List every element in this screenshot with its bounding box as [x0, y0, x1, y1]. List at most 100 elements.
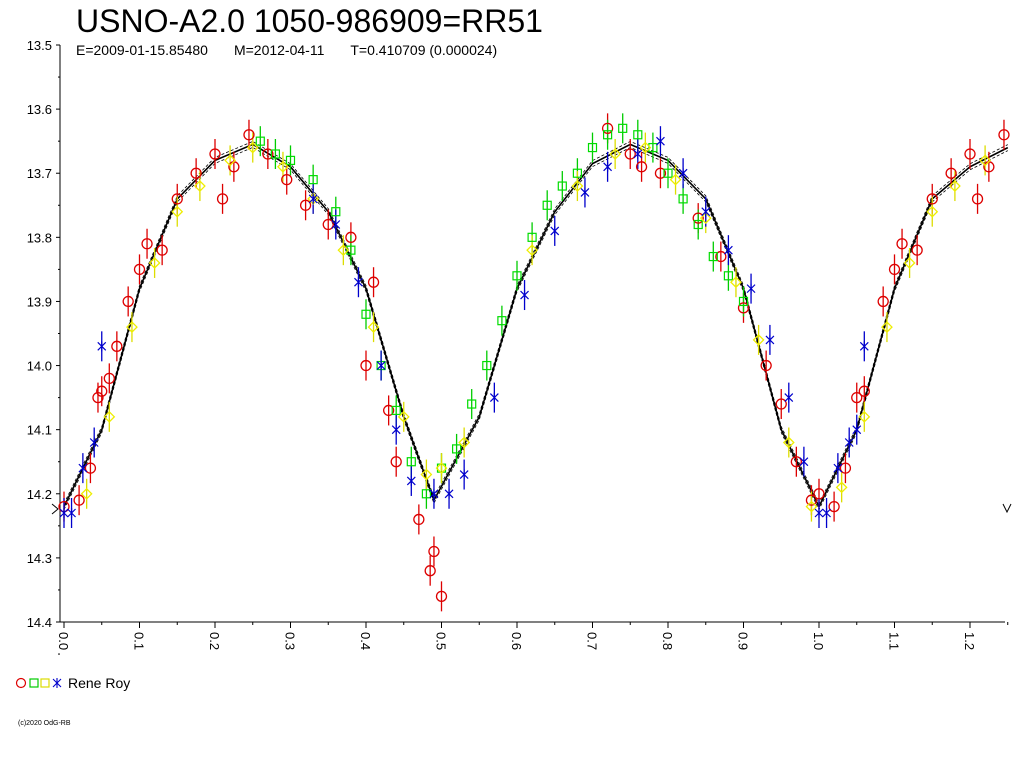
- yellow-diamond-point: [337, 244, 350, 257]
- x-tick-label: 0.6: [509, 632, 524, 650]
- red-circle-point: [839, 462, 852, 474]
- green-square-point: [361, 309, 371, 319]
- green-square-point: [512, 271, 522, 281]
- red-circle-point: [73, 494, 85, 506]
- red-circle-point: [926, 193, 938, 205]
- green-square-point: [467, 399, 477, 409]
- red-circle-point: [964, 148, 976, 160]
- red-circle-point: [382, 404, 395, 417]
- green-square-point: [391, 405, 401, 416]
- x-tick-label: 1.0: [811, 632, 826, 650]
- green-square-point: [497, 316, 507, 326]
- yellow-diamond-point: [782, 436, 795, 449]
- red-circle-point: [858, 385, 870, 397]
- red-circle-point: [624, 148, 636, 160]
- yellow-diamond-point: [458, 436, 471, 449]
- chart-axes: 13.5 13.6 13.7 13.8 13.9 14.0 14.1 14.2 14.3 14.4…: [27, 38, 1012, 655]
- blue-star-point: [580, 187, 590, 198]
- yellow-diamond-point: [571, 180, 584, 192]
- x-tick-label: 0.0: [56, 632, 71, 650]
- y-tick-label: 14.1: [27, 423, 52, 438]
- green-square-point: [557, 181, 567, 191]
- red-circle-point: [896, 238, 908, 250]
- green-square-point: [663, 168, 673, 178]
- blue-star-point: [376, 360, 386, 371]
- blue-star-point: [67, 508, 76, 519]
- red-circle-point: [171, 193, 183, 205]
- x-tick-label: 0.5: [434, 632, 449, 650]
- period-label: T=0.410709 (0.000024): [350, 42, 498, 58]
- red-circle-point: [92, 391, 104, 404]
- yellow-diamond-point: [835, 481, 848, 494]
- red-circle-point: [141, 238, 153, 250]
- red-circle-point: [692, 212, 704, 224]
- blue-star-point: [59, 508, 69, 519]
- yellow-diamond-point: [699, 212, 712, 225]
- blue-star-point: [746, 283, 756, 294]
- yellow-diamond-point: [979, 154, 992, 167]
- red-circle-point: [737, 302, 750, 314]
- yellow-diamond-point: [526, 244, 539, 257]
- green-square-point: [308, 175, 318, 185]
- yellow-diamond-point: [277, 160, 289, 173]
- light-curve-chart: 13.5 13.6 13.7 13.8 13.9 14.0 14.1 14.2 14.3 14.4…: [27, 38, 1012, 655]
- chart-subtitle: E=2009-01-15.85480 M=2012-04-11 T=0.410709…: [76, 41, 523, 59]
- fit-curve-layer: [63, 140, 1009, 511]
- y-tick-label: 14.3: [27, 551, 52, 566]
- yellow-diamond-point: [435, 462, 448, 475]
- green-square-point: [708, 251, 718, 262]
- red-circle-point: [281, 173, 293, 186]
- yellow-diamond-point: [948, 180, 961, 192]
- fit-curve: [63, 140, 1008, 505]
- yellow-diamond-point: [730, 276, 742, 289]
- y-tick-label: 13.6: [27, 102, 52, 117]
- red-circle-point: [635, 161, 648, 173]
- red-circle-point: [96, 385, 108, 397]
- red-circle-point: [243, 129, 255, 141]
- green-square-point: [678, 194, 688, 204]
- blue-star-point: [308, 193, 318, 204]
- red-circle-point: [435, 590, 448, 603]
- red-circle-point: [122, 295, 134, 308]
- blue-star-point: [391, 424, 401, 435]
- green-square-point: [602, 130, 613, 140]
- green-square-point: [527, 232, 537, 242]
- right-marker-icon: [1002, 503, 1012, 514]
- red-circle-point: [367, 276, 380, 288]
- x-tick-label: 0.1: [132, 632, 147, 650]
- green-square-point: [331, 207, 341, 217]
- error-bar-layer: [63, 113, 1005, 612]
- chart-title: USNO-A2.0 1050-986909=RR51: [76, 3, 543, 39]
- blue-star-point: [489, 392, 499, 403]
- yellow-diamond-point: [609, 148, 622, 160]
- green-square-point: [723, 271, 734, 281]
- red-circle-point: [888, 263, 901, 276]
- blue-star-point: [429, 488, 439, 499]
- blue-star-point: [833, 463, 843, 474]
- yellow-diamond-point: [881, 321, 893, 334]
- yellow-diamond-point: [639, 141, 652, 154]
- yellow-diamond-point: [367, 321, 380, 334]
- yellow-diamond-point: [903, 257, 916, 269]
- yellow-diamond-point: [858, 410, 871, 423]
- red-circle-point: [209, 148, 221, 160]
- x-tick-label: 0.7: [585, 632, 600, 650]
- green-square-point: [285, 155, 296, 165]
- red-circle-point: [111, 340, 123, 352]
- blue-star-point: [89, 437, 99, 448]
- blue-star-point: [799, 456, 809, 467]
- red-circle-point: [805, 494, 818, 506]
- yellow-diamond-point: [926, 205, 939, 218]
- red-circle-point: [84, 462, 97, 474]
- yellow-diamond-point: [80, 487, 93, 500]
- red-circle-point: [413, 513, 425, 526]
- red-circle-point: [911, 244, 923, 256]
- blue-star-point: [844, 437, 854, 448]
- blue-star-point: [550, 225, 560, 236]
- legend: Rene Roy: [14, 673, 130, 693]
- yellow-diamond-point: [193, 180, 206, 192]
- red-circle-point: [360, 359, 372, 372]
- date-label: M=2012-04-11: [233, 42, 325, 58]
- blue-star-point: [822, 508, 831, 519]
- fit-curve: [63, 143, 1009, 509]
